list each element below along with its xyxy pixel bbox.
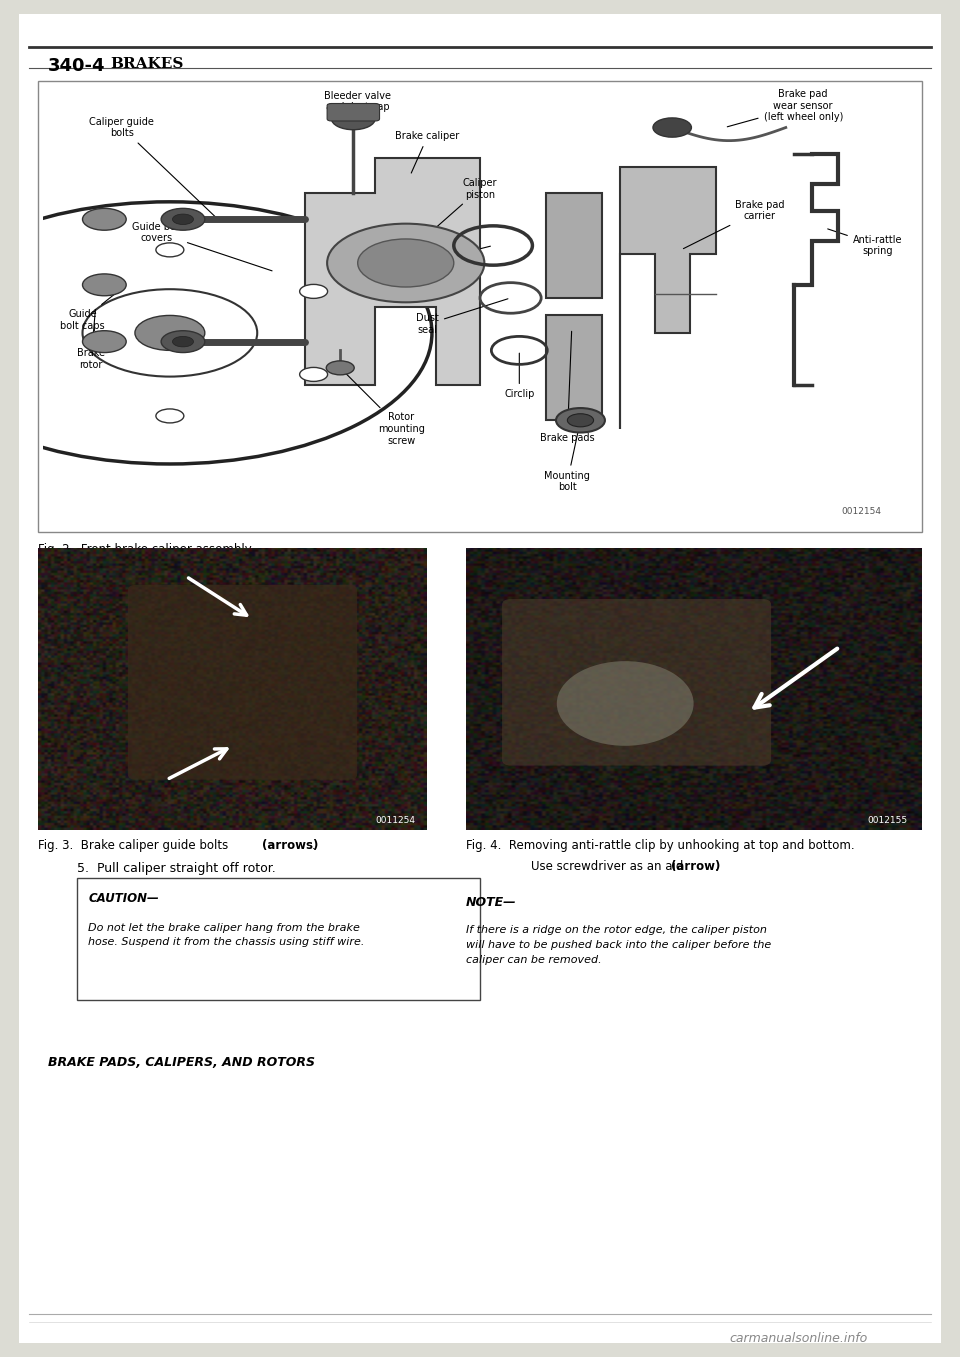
Circle shape — [173, 337, 194, 347]
Text: Caliper
piston: Caliper piston — [408, 178, 497, 252]
Text: Brake
rotor: Brake rotor — [77, 309, 106, 370]
Circle shape — [358, 239, 454, 288]
Text: O-ring: O-ring — [338, 246, 491, 285]
Circle shape — [83, 331, 126, 353]
Text: Circlip: Circlip — [504, 353, 535, 399]
Circle shape — [83, 209, 126, 231]
Circle shape — [135, 315, 204, 350]
Circle shape — [161, 209, 204, 231]
Circle shape — [300, 285, 327, 299]
Text: Use screwdriver as an aid: Use screwdriver as an aid — [531, 860, 687, 874]
Text: .: . — [312, 839, 316, 852]
Text: Caliper guide
bolts: Caliper guide bolts — [89, 117, 216, 217]
Circle shape — [567, 414, 593, 427]
Text: 5.  Pull caliper straight off rotor.: 5. Pull caliper straight off rotor. — [77, 862, 276, 875]
Text: Fig. 3.  Brake caliper guide bolts: Fig. 3. Brake caliper guide bolts — [38, 839, 232, 852]
Polygon shape — [620, 167, 716, 429]
Polygon shape — [305, 159, 480, 385]
Text: Dust
seal: Dust seal — [416, 299, 508, 335]
Circle shape — [653, 118, 691, 137]
Circle shape — [556, 408, 605, 433]
Circle shape — [156, 408, 184, 423]
FancyBboxPatch shape — [77, 878, 480, 1000]
Text: BRAKE PADS, CALIPERS, AND ROTORS: BRAKE PADS, CALIPERS, AND ROTORS — [48, 1056, 315, 1069]
Circle shape — [326, 361, 354, 375]
Circle shape — [331, 107, 375, 130]
Text: Rotor
mounting
screw: Rotor mounting screw — [342, 370, 425, 445]
FancyBboxPatch shape — [545, 315, 602, 421]
Circle shape — [156, 243, 184, 256]
Text: Brake caliper: Brake caliper — [396, 132, 460, 174]
Text: Anti-rattle
spring: Anti-rattle spring — [828, 229, 902, 256]
Circle shape — [173, 214, 194, 224]
Text: .: . — [715, 860, 719, 874]
Text: carmanualsonline.info: carmanualsonline.info — [730, 1331, 868, 1345]
Text: Guide
bolt caps: Guide bolt caps — [60, 286, 124, 331]
Text: Fig. 4.  Removing anti-rattle clip by unhooking at top and bottom.: Fig. 4. Removing anti-rattle clip by unh… — [466, 839, 854, 852]
Circle shape — [557, 661, 693, 746]
Text: (arrow): (arrow) — [671, 860, 720, 874]
Text: Brake pads: Brake pads — [540, 331, 594, 442]
Text: 340-4: 340-4 — [48, 57, 106, 75]
FancyBboxPatch shape — [19, 14, 941, 1343]
Text: Mounting
bolt: Mounting bolt — [544, 423, 590, 493]
FancyBboxPatch shape — [545, 193, 602, 299]
Text: Fig. 2.  Front brake caliper assembly.: Fig. 2. Front brake caliper assembly. — [38, 543, 254, 556]
Circle shape — [327, 224, 485, 303]
Text: (arrows): (arrows) — [262, 839, 319, 852]
Text: Guide bolt
covers: Guide bolt covers — [132, 221, 272, 271]
Circle shape — [161, 331, 204, 353]
Circle shape — [12, 285, 40, 299]
Text: CAUTION—: CAUTION— — [88, 892, 159, 905]
FancyBboxPatch shape — [327, 103, 379, 121]
FancyBboxPatch shape — [38, 81, 922, 532]
Text: NOTE—: NOTE— — [466, 896, 516, 909]
FancyBboxPatch shape — [502, 598, 771, 765]
Text: BRAKES: BRAKES — [110, 57, 183, 71]
Text: 0011254: 0011254 — [375, 816, 416, 825]
Text: 0012155: 0012155 — [868, 816, 908, 825]
FancyBboxPatch shape — [128, 585, 357, 780]
Text: Brake pad
wear sensor
(left wheel only): Brake pad wear sensor (left wheel only) — [728, 90, 843, 126]
Circle shape — [12, 368, 40, 381]
Circle shape — [83, 274, 126, 296]
Circle shape — [300, 368, 327, 381]
Text: Brake pad
carrier: Brake pad carrier — [684, 199, 784, 248]
Text: If there is a ridge on the rotor edge, the caliper piston
will have to be pushed: If there is a ridge on the rotor edge, t… — [466, 925, 771, 965]
Text: Do not let the brake caliper hang from the brake
hose. Suspend it from the chass: Do not let the brake caliper hang from t… — [88, 923, 365, 947]
Text: Bleeder valve
and dust cap: Bleeder valve and dust cap — [324, 91, 391, 117]
Text: 0012154: 0012154 — [842, 508, 882, 517]
